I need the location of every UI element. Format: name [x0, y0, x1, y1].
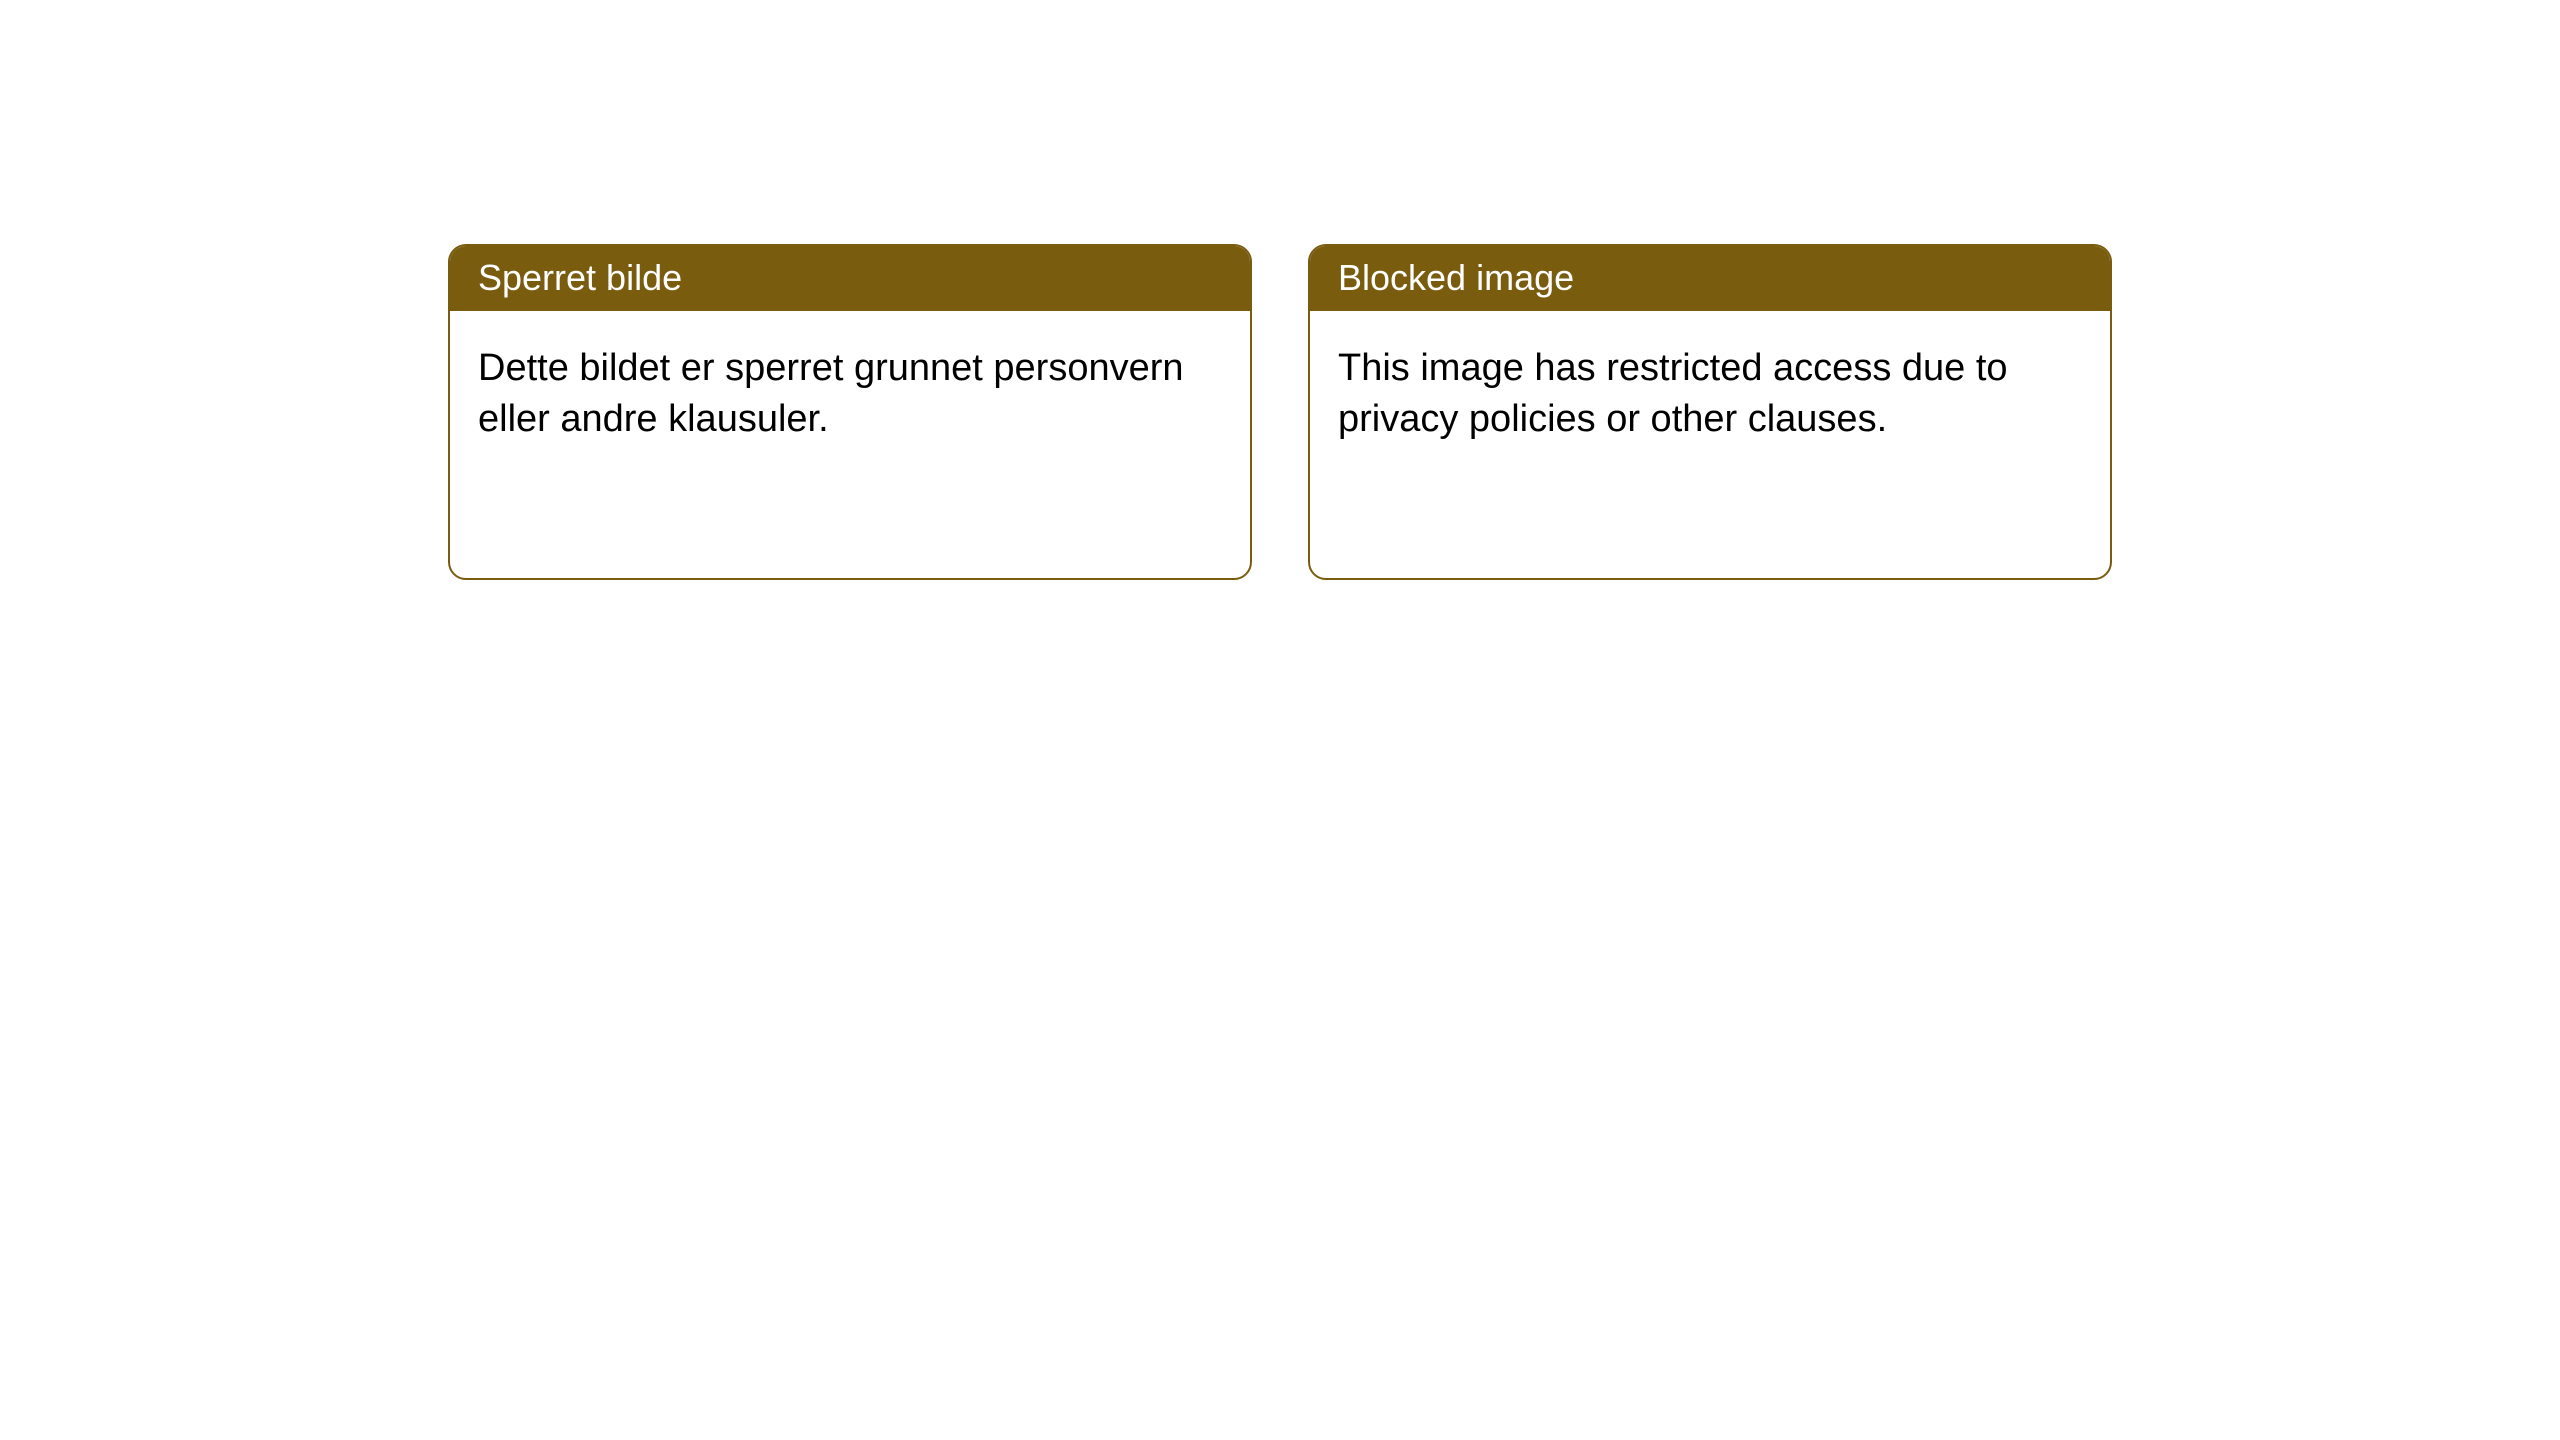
notice-title: Sperret bilde — [450, 246, 1250, 311]
notice-card-english: Blocked image This image has restricted … — [1308, 244, 2112, 580]
notice-body: This image has restricted access due to … — [1310, 311, 2110, 474]
notice-body: Dette bildet er sperret grunnet personve… — [450, 311, 1250, 474]
notice-card-norwegian: Sperret bilde Dette bildet er sperret gr… — [448, 244, 1252, 580]
notice-row: Sperret bilde Dette bildet er sperret gr… — [0, 0, 2560, 580]
notice-title: Blocked image — [1310, 246, 2110, 311]
